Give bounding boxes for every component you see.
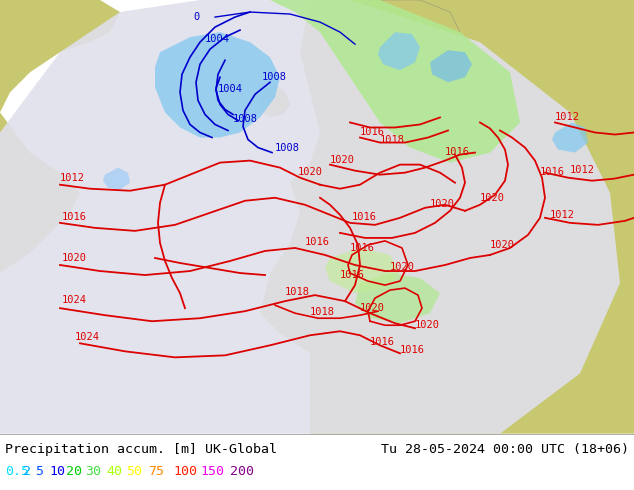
Polygon shape	[355, 273, 440, 323]
Text: 30: 30	[85, 466, 101, 478]
Text: 1016: 1016	[350, 243, 375, 253]
Polygon shape	[155, 32, 280, 138]
Text: 1020: 1020	[62, 253, 87, 263]
Polygon shape	[258, 84, 290, 117]
Text: 1020: 1020	[480, 193, 505, 203]
Polygon shape	[325, 248, 400, 293]
Text: 1016: 1016	[400, 345, 425, 355]
Text: 1008: 1008	[275, 143, 300, 152]
Text: 0: 0	[193, 12, 199, 22]
Polygon shape	[0, 0, 620, 434]
Polygon shape	[552, 122, 588, 152]
Text: 1004: 1004	[205, 34, 230, 44]
Text: 1016: 1016	[445, 147, 470, 157]
Text: 10: 10	[49, 466, 65, 478]
Text: 5: 5	[35, 466, 43, 478]
Text: 1016: 1016	[540, 167, 565, 177]
Text: 1020: 1020	[390, 262, 415, 272]
Text: 200: 200	[230, 466, 254, 478]
Polygon shape	[378, 32, 420, 70]
Text: 1016: 1016	[340, 270, 365, 280]
Text: 1018: 1018	[285, 287, 310, 297]
Text: 1018: 1018	[310, 307, 335, 317]
Text: 1018: 1018	[380, 135, 405, 145]
Text: 1008: 1008	[233, 115, 258, 124]
Text: 1020: 1020	[415, 320, 440, 330]
Text: 1016: 1016	[360, 126, 385, 137]
Polygon shape	[0, 0, 80, 273]
Text: 0.5: 0.5	[5, 466, 29, 478]
Text: 50: 50	[126, 466, 142, 478]
Text: 75: 75	[148, 466, 164, 478]
Text: 100: 100	[173, 466, 197, 478]
Text: 1016: 1016	[305, 237, 330, 247]
Polygon shape	[270, 0, 520, 163]
Polygon shape	[430, 50, 472, 82]
Text: 1012: 1012	[555, 113, 580, 122]
Polygon shape	[260, 0, 634, 434]
Text: 1020: 1020	[298, 167, 323, 177]
Text: 1012: 1012	[550, 210, 575, 220]
Polygon shape	[0, 0, 120, 112]
Text: Tu 28-05-2024 00:00 UTC (18+06): Tu 28-05-2024 00:00 UTC (18+06)	[381, 443, 629, 456]
Polygon shape	[350, 0, 460, 92]
Text: 1016: 1016	[370, 337, 395, 347]
Text: 2: 2	[23, 466, 31, 478]
Text: 1016: 1016	[352, 212, 377, 222]
Text: 1016: 1016	[62, 212, 87, 222]
Text: Precipitation accum. [m] UK-Global: Precipitation accum. [m] UK-Global	[5, 443, 277, 456]
Text: 1012: 1012	[60, 172, 85, 183]
Text: 150: 150	[200, 466, 224, 478]
Text: 1024: 1024	[62, 295, 87, 305]
Text: 1024: 1024	[75, 332, 100, 343]
Text: 1008: 1008	[262, 73, 287, 82]
Text: 1020: 1020	[430, 199, 455, 209]
Text: 1012: 1012	[570, 165, 595, 174]
Polygon shape	[103, 168, 130, 190]
Text: 20: 20	[66, 466, 82, 478]
Text: 1020: 1020	[490, 240, 515, 250]
Text: 1004: 1004	[218, 84, 243, 95]
Text: 40: 40	[106, 466, 122, 478]
Text: 1020: 1020	[360, 303, 385, 313]
Text: 1020: 1020	[330, 155, 355, 165]
